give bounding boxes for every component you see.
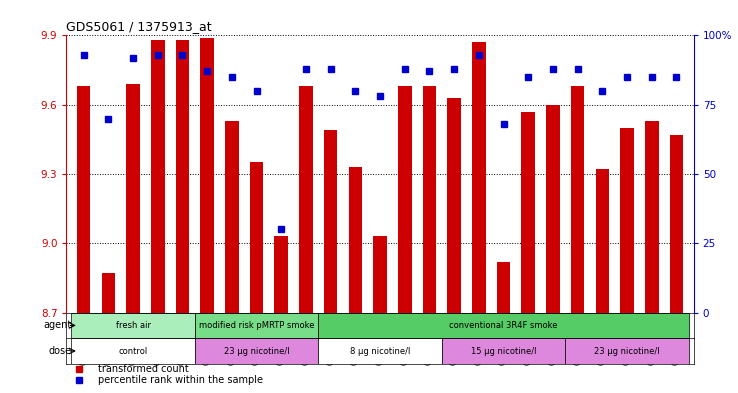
- Text: modified risk pMRTP smoke: modified risk pMRTP smoke: [199, 321, 314, 330]
- Text: 8 μg nicotine/l: 8 μg nicotine/l: [350, 347, 410, 356]
- Bar: [77, 86, 91, 312]
- Bar: [72, 312, 195, 338]
- Text: 15 μg nicotine/l: 15 μg nicotine/l: [471, 347, 537, 356]
- Text: percentile rank within the sample: percentile rank within the sample: [97, 375, 263, 385]
- Text: 23 μg nicotine/l: 23 μg nicotine/l: [224, 347, 289, 356]
- Text: dose: dose: [48, 346, 72, 356]
- Text: fresh air: fresh air: [116, 321, 151, 330]
- Bar: [497, 262, 511, 312]
- Bar: [373, 236, 387, 312]
- Bar: [398, 86, 412, 312]
- Bar: [126, 84, 140, 312]
- Bar: [442, 338, 565, 364]
- Bar: [102, 274, 115, 312]
- Bar: [571, 86, 584, 312]
- Bar: [324, 130, 337, 312]
- Bar: [669, 135, 683, 312]
- Bar: [447, 98, 461, 312]
- Text: control: control: [119, 347, 148, 356]
- Bar: [565, 338, 689, 364]
- Bar: [176, 40, 189, 312]
- Text: GDS5061 / 1375913_at: GDS5061 / 1375913_at: [66, 20, 212, 33]
- Bar: [195, 312, 318, 338]
- Bar: [201, 38, 214, 312]
- Bar: [72, 338, 195, 364]
- Text: 23 μg nicotine/l: 23 μg nicotine/l: [594, 347, 660, 356]
- Bar: [318, 312, 689, 338]
- Bar: [249, 162, 263, 312]
- Bar: [318, 338, 442, 364]
- Text: agent: agent: [43, 320, 72, 331]
- Bar: [348, 167, 362, 312]
- Bar: [596, 169, 609, 312]
- Bar: [620, 128, 634, 312]
- Bar: [546, 105, 559, 312]
- Bar: [151, 40, 165, 312]
- Bar: [299, 86, 313, 312]
- Bar: [645, 121, 658, 312]
- Bar: [472, 42, 486, 312]
- Text: conventional 3R4F smoke: conventional 3R4F smoke: [449, 321, 558, 330]
- Bar: [423, 86, 436, 312]
- Bar: [225, 121, 238, 312]
- Bar: [195, 338, 318, 364]
- Bar: [522, 112, 535, 312]
- Text: transformed count: transformed count: [97, 364, 188, 374]
- Bar: [275, 236, 288, 312]
